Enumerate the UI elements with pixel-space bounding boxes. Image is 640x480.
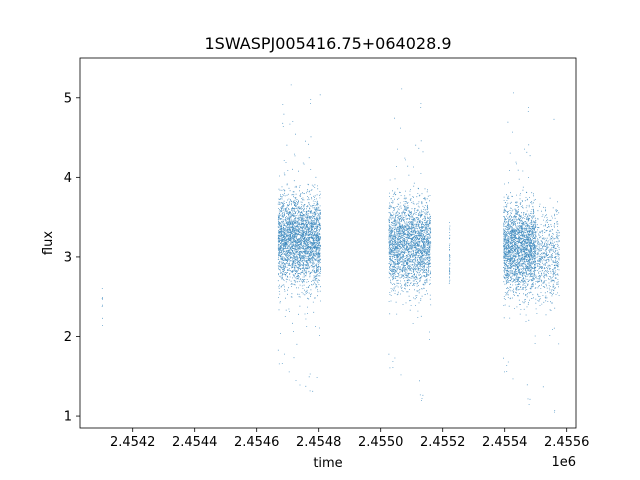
- x-tick-label: 2.4556: [544, 435, 590, 450]
- y-tick-label: 3: [64, 250, 72, 265]
- y-tick-label: 1: [64, 410, 72, 425]
- x-tick-label: 2.4544: [172, 435, 218, 450]
- y-axis-ticks: 1 2 3 4 5: [64, 91, 80, 425]
- x-tick-label: 2.4546: [234, 435, 280, 450]
- data-points: [101, 84, 560, 413]
- x-tick-label: 2.4550: [358, 435, 404, 450]
- y-axis-label: flux: [41, 231, 56, 255]
- x-axis-label: time: [313, 456, 342, 471]
- plot-frame: [79, 57, 577, 429]
- y-tick-label: 5: [64, 91, 72, 106]
- x-tick-label: 2.4552: [420, 435, 466, 450]
- flux-points: [101, 84, 560, 413]
- chart-title: 1SWASPJ005416.75+064028.9: [204, 34, 451, 53]
- x-tick-label: 2.4542: [110, 435, 156, 450]
- x-tick-label: 2.4548: [296, 435, 342, 450]
- x-axis-ticks: 2.4542 2.4544 2.4546 2.4548 2.4550 2.4552 2.45…: [110, 428, 590, 450]
- y-tick-label: 4: [64, 171, 72, 186]
- y-tick-label: 2: [64, 330, 72, 345]
- x-tick-label: 2.4554: [482, 435, 528, 450]
- x-axis-offset-label: 1e6: [551, 455, 576, 470]
